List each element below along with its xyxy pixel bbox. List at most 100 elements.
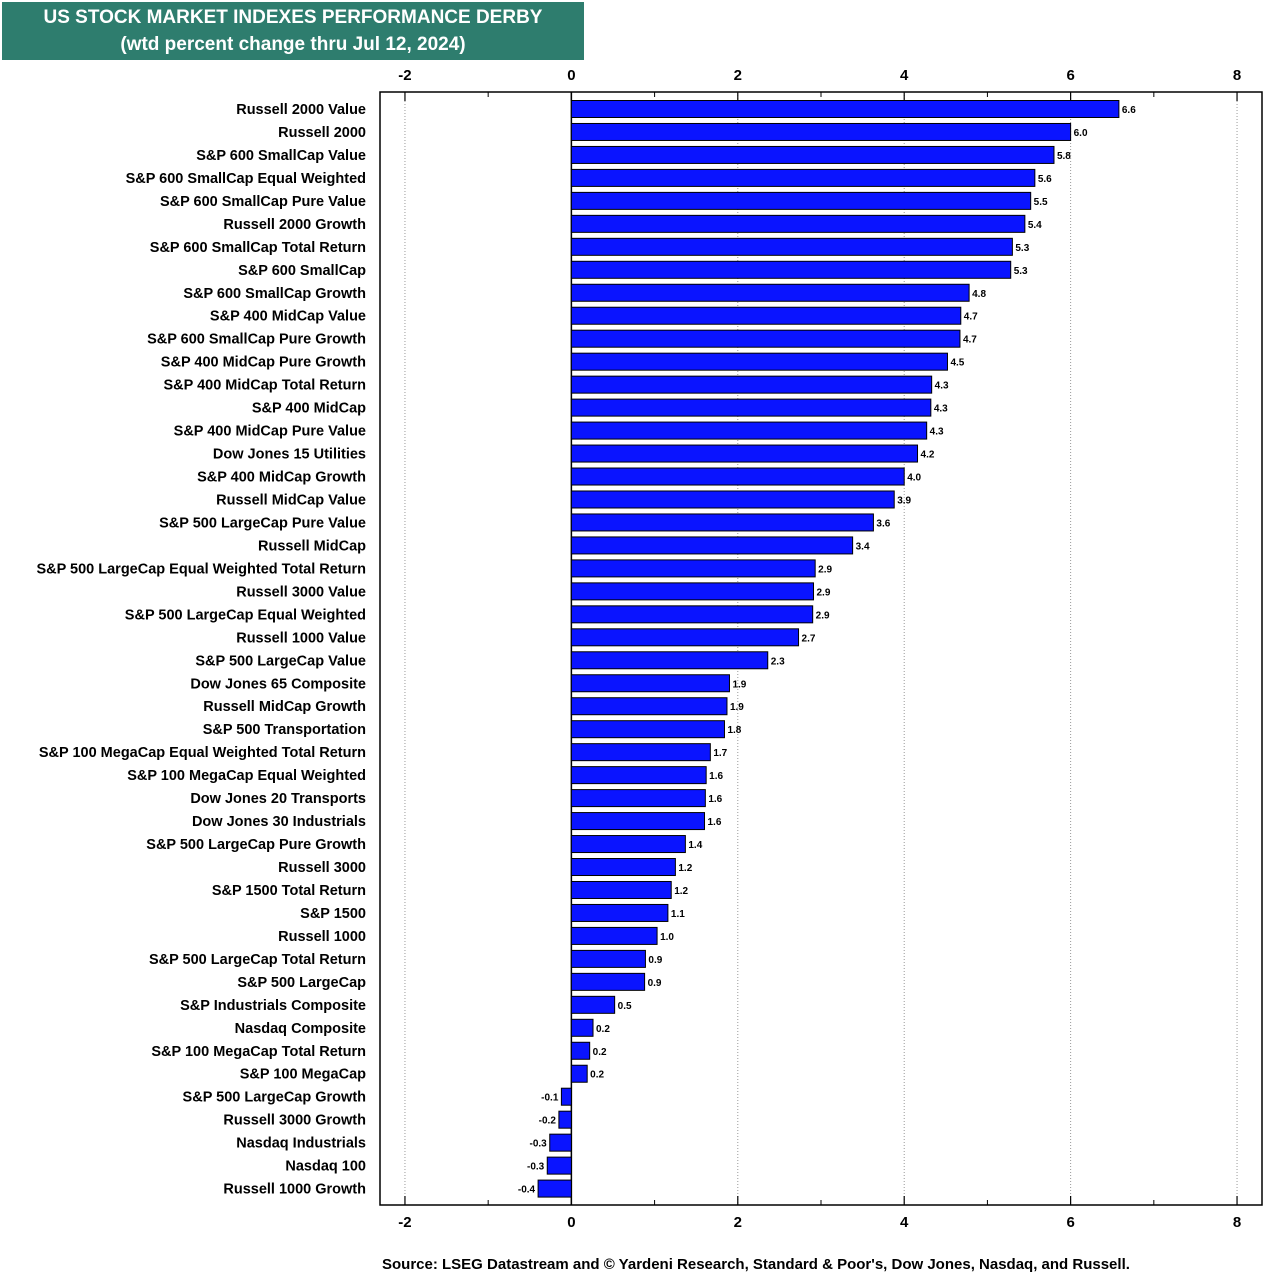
category-label: S&P 600 SmallCap Value xyxy=(196,148,366,164)
bar xyxy=(570,444,919,463)
x-tick-label-top: 6 xyxy=(1066,67,1074,84)
bar xyxy=(570,375,933,394)
bar xyxy=(570,743,711,762)
value-label: 0.2 xyxy=(593,1047,607,1058)
value-label: 4.3 xyxy=(934,404,948,415)
value-label: 0.9 xyxy=(648,955,662,966)
category-label: S&P 100 MegaCap Total Return xyxy=(151,1044,366,1060)
category-label: S&P 400 MidCap Total Return xyxy=(164,378,367,394)
value-label: 2.3 xyxy=(771,656,785,667)
bar xyxy=(570,858,676,877)
category-label: S&P 1500 xyxy=(300,906,366,922)
value-label: 0.2 xyxy=(590,1070,604,1081)
bar xyxy=(570,766,707,785)
value-label: 5.4 xyxy=(1028,220,1042,231)
bar xyxy=(570,628,800,647)
category-label: S&P 500 LargeCap Equal Weighted xyxy=(125,607,366,623)
value-label: 1.9 xyxy=(730,702,744,713)
bar xyxy=(570,100,1120,118)
bar xyxy=(570,283,970,302)
bar xyxy=(570,214,1026,233)
value-label: 3.4 xyxy=(856,541,870,552)
category-label: S&P 100 MegaCap Equal Weighted Total Ret… xyxy=(39,745,366,761)
category-label: S&P 600 SmallCap xyxy=(238,263,366,279)
category-label: Russell 2000 Value xyxy=(236,102,366,118)
value-label: 4.0 xyxy=(907,473,921,484)
bar xyxy=(546,1156,572,1175)
bar xyxy=(570,168,1036,187)
bar xyxy=(570,352,948,371)
bar xyxy=(570,329,961,348)
category-label: S&P 400 MidCap Growth xyxy=(197,470,366,486)
category-label: S&P 500 LargeCap Value xyxy=(195,653,366,669)
category-label: Nasdaq Industrials xyxy=(236,1136,366,1152)
bar xyxy=(570,835,686,854)
bar xyxy=(570,559,816,578)
category-label: S&P 500 Transportation xyxy=(203,722,366,738)
category-label: Russell 2000 Growth xyxy=(223,217,366,233)
bar xyxy=(570,191,1032,210)
category-label: S&P 1500 Total Return xyxy=(212,883,366,899)
bar xyxy=(570,926,658,945)
value-label: 1.0 xyxy=(660,932,674,943)
bar xyxy=(570,398,932,417)
category-label: S&P 500 LargeCap Pure Value xyxy=(159,515,366,531)
category-label: S&P 500 LargeCap Total Return xyxy=(149,952,366,968)
category-label: Russell 3000 Value xyxy=(236,584,366,600)
bar xyxy=(570,720,725,739)
category-label: Dow Jones 30 Industrials xyxy=(192,814,366,830)
source-note: Source: LSEG Datastream and © Yardeni Re… xyxy=(382,1256,1130,1273)
value-label: 1.6 xyxy=(708,817,722,828)
category-label: S&P 600 SmallCap Pure Growth xyxy=(147,332,366,348)
bar xyxy=(570,651,769,670)
value-label: 0.5 xyxy=(618,1001,632,1012)
value-label: 5.5 xyxy=(1034,197,1048,208)
bar xyxy=(570,995,616,1014)
category-label: Dow Jones 20 Transports xyxy=(190,791,366,807)
bar xyxy=(570,972,646,991)
value-label: 4.7 xyxy=(964,312,978,323)
value-label: 4.3 xyxy=(935,381,949,392)
value-label: 6.0 xyxy=(1074,128,1088,139)
bar xyxy=(570,237,1013,256)
chart-title-line1: US STOCK MARKET INDEXES PERFORMANCE DERB… xyxy=(43,7,543,28)
category-label: S&P 100 MegaCap Equal Weighted xyxy=(127,768,366,784)
category-label: Nasdaq Composite xyxy=(235,1021,366,1037)
x-tick-label-bottom: 2 xyxy=(734,1214,742,1231)
value-label: 4.8 xyxy=(972,289,986,300)
plot-frame xyxy=(379,91,1263,1206)
x-tick-label-top: 0 xyxy=(567,67,575,84)
bar xyxy=(570,812,706,831)
value-label: 6.6 xyxy=(1122,105,1136,116)
value-label: 3.9 xyxy=(897,495,911,506)
bar xyxy=(560,1087,572,1106)
bar xyxy=(570,122,1072,141)
bar xyxy=(570,605,814,624)
bar xyxy=(570,903,669,922)
category-label: S&P 400 MidCap Pure Value xyxy=(174,424,366,440)
value-label: 1.1 xyxy=(671,909,685,920)
value-label: 0.2 xyxy=(596,1024,610,1035)
value-label: 1.4 xyxy=(688,840,702,851)
bar xyxy=(570,1018,594,1037)
value-label: 3.6 xyxy=(876,518,890,529)
x-tick-label-top: -2 xyxy=(398,67,411,84)
value-label: 1.8 xyxy=(727,725,741,736)
bar xyxy=(570,467,905,486)
value-label: 4.5 xyxy=(950,358,964,369)
value-label: 5.3 xyxy=(1015,243,1029,254)
category-label: Russell 2000 xyxy=(278,125,366,141)
category-label: S&P 500 LargeCap Growth xyxy=(183,1090,366,1106)
value-label: 4.7 xyxy=(963,335,977,346)
value-label: -0.2 xyxy=(539,1116,557,1127)
category-label: Russell MidCap xyxy=(258,538,366,554)
category-label: S&P 500 LargeCap Pure Growth xyxy=(146,837,366,853)
category-label: Dow Jones 65 Composite xyxy=(190,676,366,692)
x-tick-label-bottom: 8 xyxy=(1233,1214,1241,1231)
value-label: -0.3 xyxy=(527,1162,545,1173)
category-label: Russell MidCap Growth xyxy=(203,699,366,715)
chart-title: US STOCK MARKET INDEXES PERFORMANCE DERB… xyxy=(2,2,584,60)
bar xyxy=(570,421,928,440)
bar xyxy=(537,1179,572,1198)
category-label: Russell 1000 xyxy=(278,929,366,945)
